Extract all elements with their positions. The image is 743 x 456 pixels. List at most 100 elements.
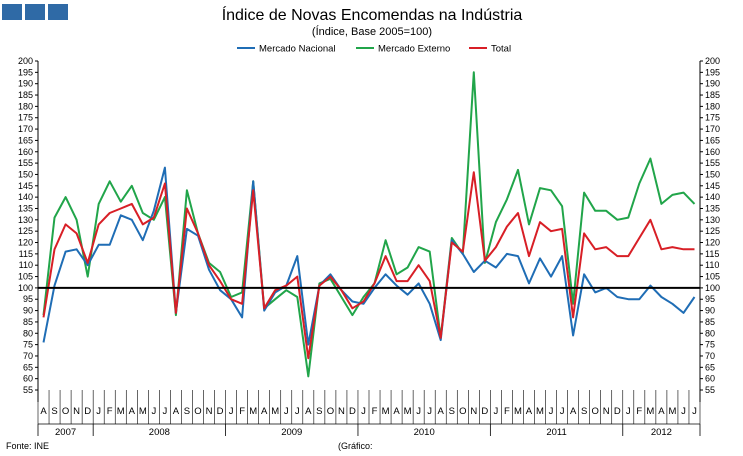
- month-tick-label: A: [129, 406, 136, 417]
- y-tick-label-right: 165: [705, 135, 720, 145]
- month-tick-label: A: [438, 406, 445, 417]
- month-tick-label: S: [316, 406, 322, 417]
- y-tick-label: 180: [18, 101, 33, 111]
- month-tick-label: M: [382, 406, 390, 417]
- y-tick-label: 85: [23, 317, 33, 327]
- source-note: Fonte: INE: [6, 441, 49, 451]
- y-tick-label: 185: [18, 90, 33, 100]
- y-tick-label-right: 80: [705, 328, 715, 338]
- month-tick-label: A: [570, 406, 577, 417]
- month-tick-label: J: [549, 406, 554, 417]
- month-tick-label: M: [646, 406, 654, 417]
- y-tick-label-right: 100: [705, 283, 720, 293]
- y-tick-label-right: 125: [705, 226, 720, 236]
- legend-label: Total: [491, 44, 511, 55]
- month-tick-label: J: [229, 406, 234, 417]
- legend-label: Mercado Nacional: [259, 44, 336, 55]
- y-tick-label: 145: [18, 181, 33, 191]
- y-tick-label-right: 170: [705, 124, 720, 134]
- year-label: 2009: [281, 427, 302, 438]
- y-tick-label: 190: [18, 79, 33, 89]
- month-tick-label: S: [51, 406, 57, 417]
- y-tick-label-right: 155: [705, 158, 720, 168]
- y-tick-label: 120: [18, 238, 33, 248]
- y-tick-label: 140: [18, 192, 33, 202]
- month-tick-label: F: [372, 406, 378, 417]
- y-tick-label-right: 65: [705, 362, 715, 372]
- y-tick-label: 105: [18, 272, 33, 282]
- y-tick-label: 155: [18, 158, 33, 168]
- year-label: 2011: [546, 427, 566, 438]
- month-tick-label: J: [163, 406, 168, 417]
- month-tick-label: M: [249, 406, 257, 417]
- month-tick-label: J: [427, 406, 432, 417]
- month-tick-label: O: [459, 406, 466, 417]
- y-tick-label-right: 75: [705, 340, 715, 350]
- month-tick-label: J: [626, 406, 631, 417]
- y-tick-label-right: 150: [705, 169, 720, 179]
- y-tick-label-right: 105: [705, 272, 720, 282]
- month-tick-label: M: [404, 406, 412, 417]
- month-tick-label: F: [636, 406, 642, 417]
- y-tick-label-right: 140: [705, 192, 720, 202]
- month-tick-label: J: [416, 406, 421, 417]
- y-tick-label-right: 55: [705, 385, 715, 395]
- y-tick-label-right: 175: [705, 113, 720, 123]
- y-tick-label: 135: [18, 203, 33, 213]
- y-tick-label: 170: [18, 124, 33, 134]
- month-tick-label: A: [526, 406, 533, 417]
- y-tick-label: 70: [23, 351, 33, 361]
- month-tick-label: N: [603, 406, 610, 417]
- y-tick-label: 100: [18, 283, 33, 293]
- y-tick-label: 150: [18, 169, 33, 179]
- y-tick-label: 130: [18, 215, 33, 225]
- chart-subtitle: (Índice, Base 2005=100): [312, 25, 432, 38]
- month-tick-label: D: [84, 406, 91, 417]
- month-tick-label: M: [514, 406, 522, 417]
- y-tick-label: 75: [23, 340, 33, 350]
- series-line-mercado-nacional: [42, 166, 696, 346]
- y-tick-label: 195: [18, 67, 33, 77]
- month-tick-label: J: [681, 406, 686, 417]
- month-tick-label: J: [295, 406, 300, 417]
- graphic-note: (Gráfico:: [338, 441, 373, 451]
- month-tick-label: F: [504, 406, 510, 417]
- y-tick-label: 95: [23, 294, 33, 304]
- month-tick-label: D: [349, 406, 356, 417]
- year-label: 2007: [55, 427, 76, 438]
- month-tick-label: J: [560, 406, 565, 417]
- y-tick-label-right: 120: [705, 238, 720, 248]
- y-tick-label-right: 110: [705, 260, 719, 270]
- y-tick-label-right: 130: [705, 215, 720, 225]
- y-tick-label-right: 115: [705, 249, 719, 259]
- month-tick-label: O: [327, 406, 334, 417]
- y-tick-label: 80: [23, 328, 33, 338]
- y-tick-label-right: 70: [705, 351, 715, 361]
- month-tick-label: J: [494, 406, 499, 417]
- chart-title: Índice de Novas Encomendas na Indústria: [222, 5, 523, 24]
- y-tick-label-right: 135: [705, 203, 720, 213]
- y-tick-label-right: 85: [705, 317, 715, 327]
- month-tick-label: S: [184, 406, 190, 417]
- y-tick-label-right: 190: [705, 79, 720, 89]
- month-tick-label: N: [73, 406, 80, 417]
- month-tick-label: D: [614, 406, 621, 417]
- y-tick-label: 110: [19, 260, 33, 270]
- y-tick-label-right: 185: [705, 90, 720, 100]
- month-tick-label: A: [393, 406, 400, 417]
- month-tick-label: D: [217, 406, 224, 417]
- y-tick-label: 115: [19, 249, 33, 259]
- month-tick-label: M: [668, 406, 676, 417]
- month-tick-label: A: [261, 406, 268, 417]
- month-tick-label: A: [305, 406, 312, 417]
- y-tick-label-right: 90: [705, 306, 715, 316]
- month-tick-label: M: [117, 406, 125, 417]
- month-tick-label: J: [361, 406, 366, 417]
- series-lines: [38, 71, 700, 378]
- month-tick-label: J: [96, 406, 101, 417]
- month-tick-label: S: [581, 406, 587, 417]
- y-tick-label-right: 195: [705, 67, 720, 77]
